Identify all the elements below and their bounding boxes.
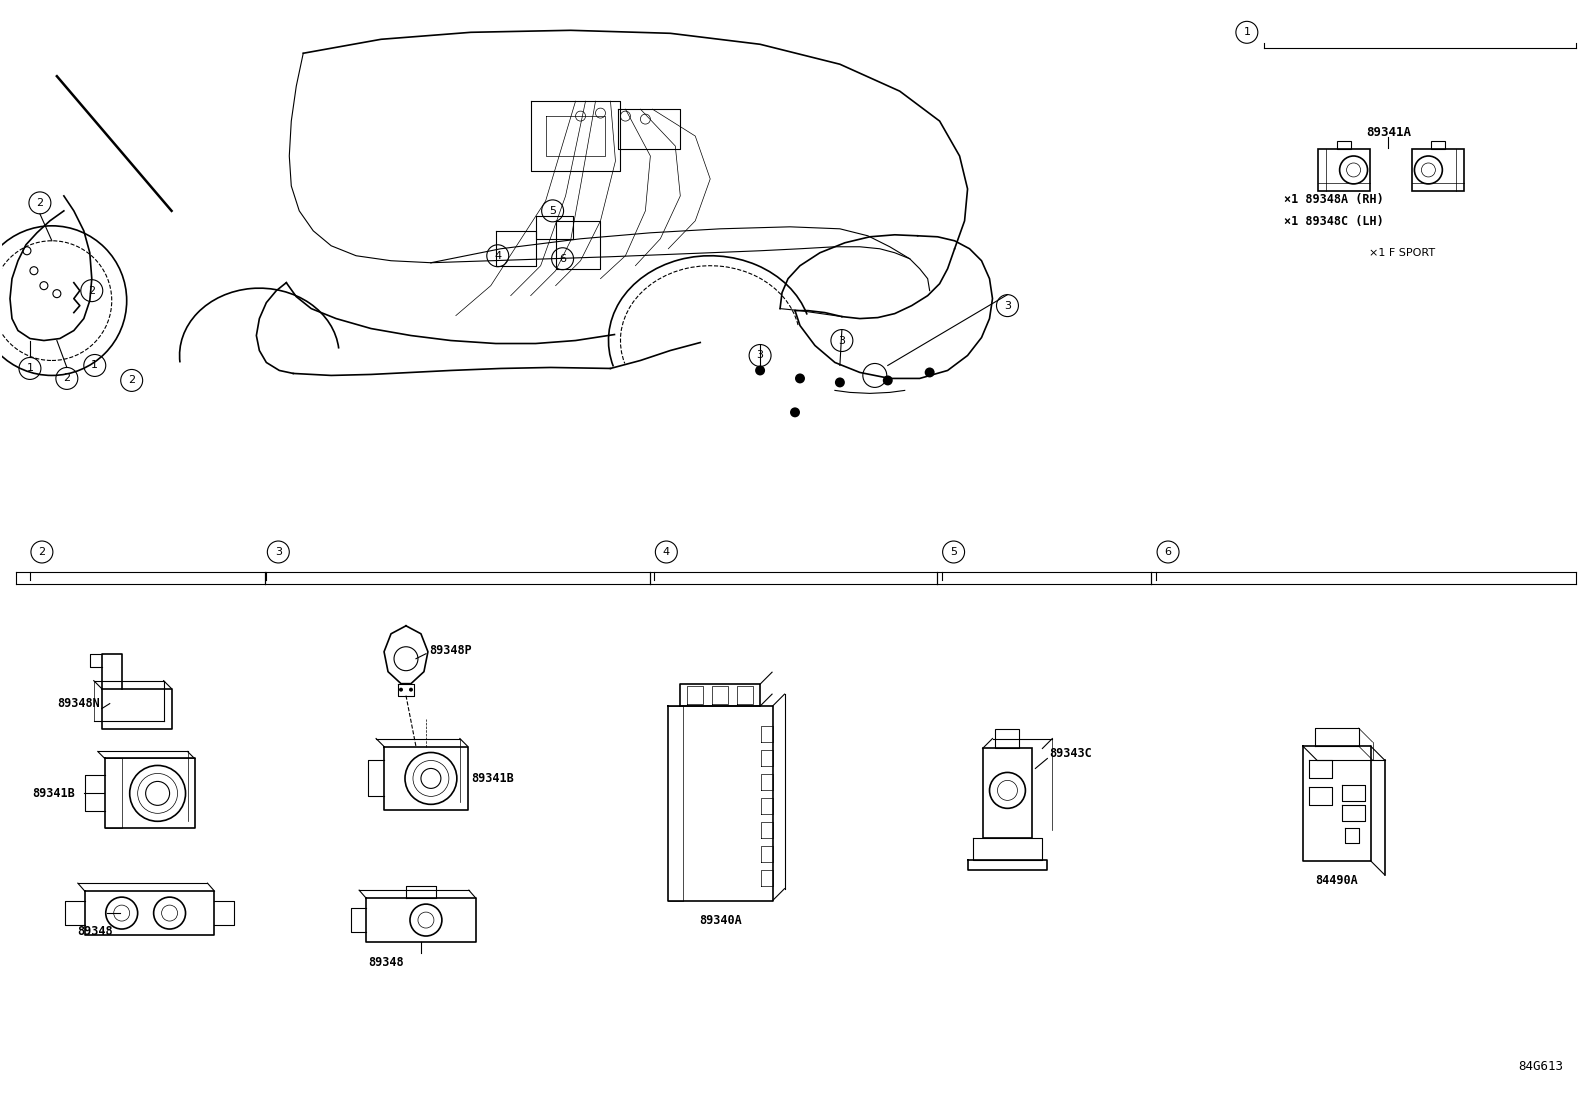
Text: 89348: 89348 (76, 924, 113, 937)
Text: 1: 1 (27, 364, 33, 374)
Text: ×1 89348C (LH): ×1 89348C (LH) (1283, 215, 1383, 229)
Bar (982, 748, 1032, 839)
Text: ×1 89348A (RH): ×1 89348A (RH) (1283, 193, 1383, 207)
Text: 6: 6 (559, 254, 567, 264)
Text: 2: 2 (127, 376, 135, 386)
Circle shape (884, 376, 893, 386)
Text: 3: 3 (275, 547, 282, 557)
Bar (1337, 141, 1350, 149)
Text: ×1 F SPORT: ×1 F SPORT (1369, 247, 1434, 258)
Circle shape (794, 374, 806, 384)
Bar (995, 729, 1019, 748)
Text: 84G613: 84G613 (1519, 1059, 1563, 1073)
Bar (1431, 141, 1446, 149)
Circle shape (755, 366, 766, 376)
Circle shape (409, 688, 412, 691)
Text: 3: 3 (1005, 301, 1011, 311)
Text: 84490A: 84490A (1315, 874, 1358, 887)
Text: 89343C: 89343C (1049, 747, 1092, 761)
Bar (1412, 149, 1465, 191)
Text: 1: 1 (91, 360, 99, 370)
Text: 3: 3 (839, 335, 845, 345)
Text: 4: 4 (494, 251, 501, 260)
Circle shape (925, 367, 935, 377)
Text: 89348P: 89348P (428, 644, 471, 657)
Text: 89341B: 89341B (32, 787, 75, 800)
Text: 89348N: 89348N (57, 697, 100, 710)
Text: 5: 5 (950, 547, 957, 557)
Text: 89341B: 89341B (471, 771, 514, 785)
Text: 4: 4 (662, 547, 670, 557)
Circle shape (834, 377, 845, 388)
Circle shape (400, 688, 403, 691)
Text: 2: 2 (64, 374, 70, 384)
Text: 89348: 89348 (368, 956, 404, 969)
Text: 2: 2 (38, 547, 46, 557)
Text: 5: 5 (549, 206, 556, 215)
Text: 3: 3 (756, 351, 764, 360)
Text: 89340A: 89340A (699, 914, 742, 928)
Bar (1318, 149, 1369, 191)
Text: 6: 6 (1165, 547, 1172, 557)
Text: 89341A: 89341A (1366, 125, 1411, 138)
Circle shape (790, 408, 801, 418)
Text: 2: 2 (37, 198, 43, 208)
Text: 1: 1 (1243, 27, 1250, 37)
Text: 2: 2 (88, 286, 96, 296)
